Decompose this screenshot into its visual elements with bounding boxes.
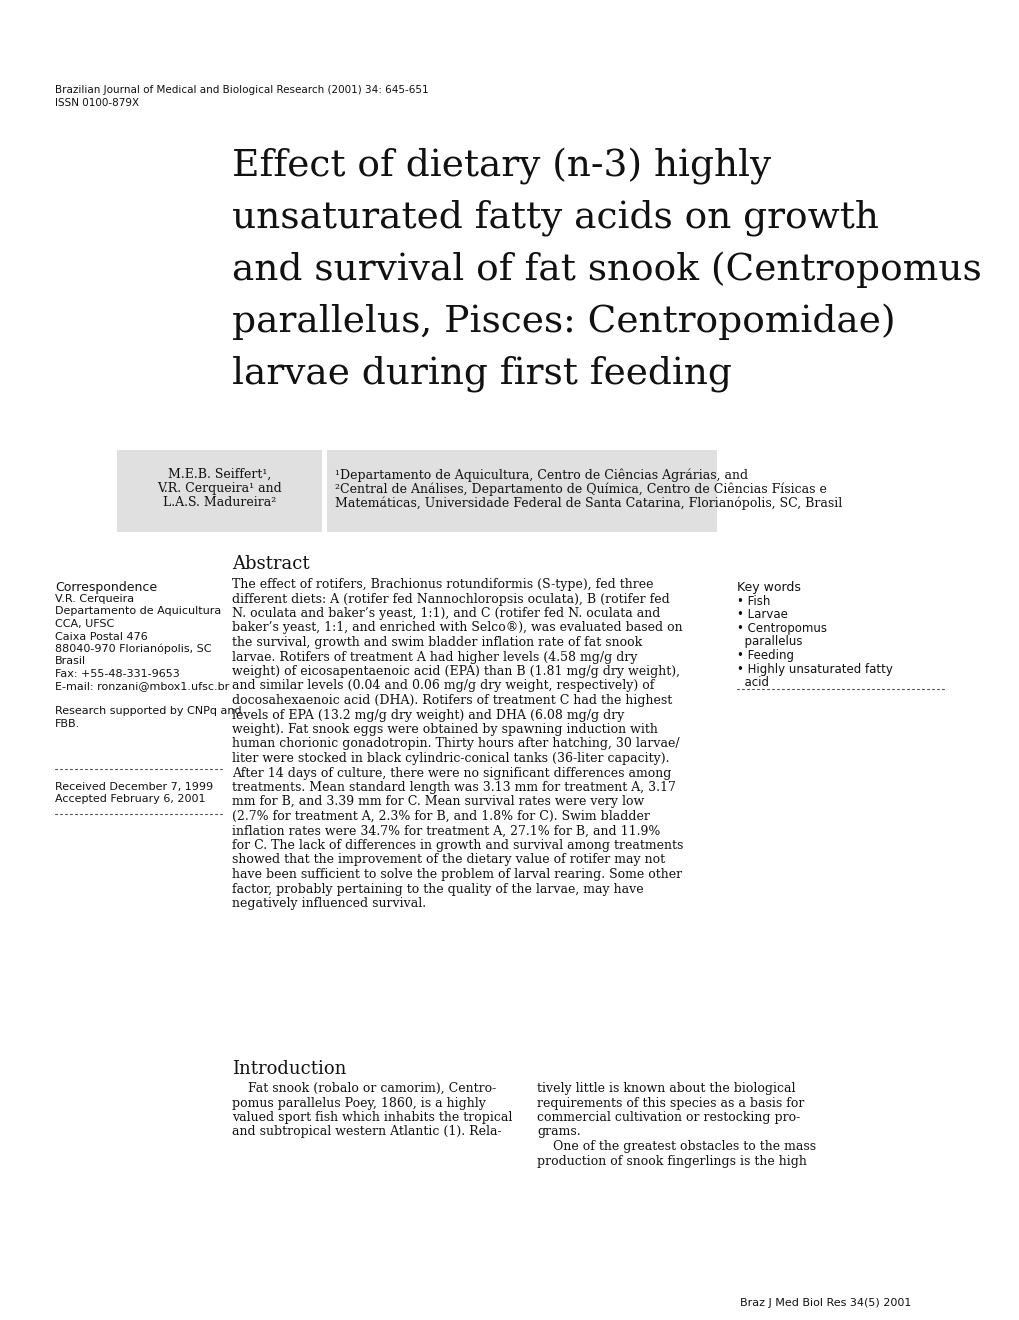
Text: 88040-970 Florianópolis, SC: 88040-970 Florianópolis, SC <box>55 644 211 655</box>
Bar <box>117 450 322 532</box>
Text: ¹Departamento de Aquicultura, Centro de Ciências Agrárias, and: ¹Departamento de Aquicultura, Centro de … <box>334 469 747 482</box>
Text: unsaturated fatty acids on growth: unsaturated fatty acids on growth <box>231 201 878 236</box>
Text: and subtropical western Atlantic (1). Rela-: and subtropical western Atlantic (1). Re… <box>231 1126 501 1138</box>
Text: requirements of this species as a basis for: requirements of this species as a basis … <box>536 1097 804 1110</box>
Text: pomus parallelus Poey, 1860, is a highly: pomus parallelus Poey, 1860, is a highly <box>231 1097 485 1110</box>
Text: Effect of dietary (n-3) highly: Effect of dietary (n-3) highly <box>231 148 770 185</box>
Text: inflation rates were 34.7% for treatment A, 27.1% for B, and 11.9%: inflation rates were 34.7% for treatment… <box>231 825 659 837</box>
Text: Abstract: Abstract <box>231 554 310 573</box>
Text: Correspondence: Correspondence <box>55 581 157 594</box>
Text: for C. The lack of differences in growth and survival among treatments: for C. The lack of differences in growth… <box>231 840 683 851</box>
Text: and survival of fat snook (Centropomus: and survival of fat snook (Centropomus <box>231 252 981 289</box>
Text: CCA, UFSC: CCA, UFSC <box>55 619 114 630</box>
Text: parallelus: parallelus <box>737 635 802 648</box>
Text: parallelus, Pisces: Centropomidae): parallelus, Pisces: Centropomidae) <box>231 304 895 341</box>
Text: Key words: Key words <box>737 581 800 594</box>
Text: acid: acid <box>737 676 768 689</box>
Text: E-mail: ronzani@mbox1.ufsc.br: E-mail: ronzani@mbox1.ufsc.br <box>55 681 229 692</box>
Text: levels of EPA (13.2 mg/g dry weight) and DHA (6.08 mg/g dry: levels of EPA (13.2 mg/g dry weight) and… <box>231 709 624 722</box>
Text: Departamento de Aquicultura: Departamento de Aquicultura <box>55 606 221 616</box>
Text: • Larvae: • Larvae <box>737 609 787 622</box>
Text: grams.: grams. <box>536 1126 580 1138</box>
Text: larvae. Rotifers of treatment A had higher levels (4.58 mg/g dry: larvae. Rotifers of treatment A had high… <box>231 651 637 664</box>
Text: • Fish: • Fish <box>737 595 769 609</box>
Text: Fax: +55-48-331-9653: Fax: +55-48-331-9653 <box>55 669 179 678</box>
Text: commercial cultivation or restocking pro-: commercial cultivation or restocking pro… <box>536 1111 800 1125</box>
Text: V.R. Cerqueira¹ and: V.R. Cerqueira¹ and <box>157 482 281 495</box>
Text: After 14 days of culture, there were no significant differences among: After 14 days of culture, there were no … <box>231 767 671 780</box>
Text: have been sufficient to solve the problem of larval rearing. Some other: have been sufficient to solve the proble… <box>231 869 682 880</box>
Text: production of snook fingerlings is the high: production of snook fingerlings is the h… <box>536 1155 806 1167</box>
Text: and similar levels (0.04 and 0.06 mg/g dry weight, respectively) of: and similar levels (0.04 and 0.06 mg/g d… <box>231 680 654 693</box>
Text: N. oculata and baker’s yeast, 1:1), and C (rotifer fed N. oculata and: N. oculata and baker’s yeast, 1:1), and … <box>231 607 659 620</box>
Text: M.E.B. Seiffert¹,: M.E.B. Seiffert¹, <box>168 469 271 480</box>
Text: docosahexaenoic acid (DHA). Rotifers of treatment C had the highest: docosahexaenoic acid (DHA). Rotifers of … <box>231 694 672 708</box>
Text: showed that the improvement of the dietary value of rotifer may not: showed that the improvement of the dieta… <box>231 854 664 866</box>
Text: the survival, growth and swim bladder inflation rate of fat snook: the survival, growth and swim bladder in… <box>231 636 642 649</box>
Text: different diets: A (rotifer fed Nannochloropsis oculata), B (rotifer fed: different diets: A (rotifer fed Nannochl… <box>231 593 669 606</box>
Text: treatments. Mean standard length was 3.13 mm for treatment A, 3.17: treatments. Mean standard length was 3.1… <box>231 781 676 795</box>
Text: Introduction: Introduction <box>231 1060 346 1078</box>
Text: • Centropomus: • Centropomus <box>737 622 826 635</box>
Bar <box>327 450 716 532</box>
Text: Brazilian Journal of Medical and Biological Research (2001) 34: 645-651: Brazilian Journal of Medical and Biologi… <box>55 84 428 95</box>
Text: baker’s yeast, 1:1, and enriched with Selco®), was evaluated based on: baker’s yeast, 1:1, and enriched with Se… <box>231 622 682 635</box>
Text: Brasil: Brasil <box>55 656 86 667</box>
Text: L.A.S. Madureira²: L.A.S. Madureira² <box>163 496 276 510</box>
Text: weight) of eicosapentaenoic acid (EPA) than B (1.81 mg/g dry weight),: weight) of eicosapentaenoic acid (EPA) t… <box>231 665 680 678</box>
Text: Research supported by CNPq and: Research supported by CNPq and <box>55 706 242 717</box>
Text: human chorionic gonadotropin. Thirty hours after hatching, 30 larvae/: human chorionic gonadotropin. Thirty hou… <box>231 738 679 751</box>
Text: FBB.: FBB. <box>55 719 81 729</box>
Text: mm for B, and 3.39 mm for C. Mean survival rates were very low: mm for B, and 3.39 mm for C. Mean surviv… <box>231 796 644 808</box>
Text: (2.7% for treatment A, 2.3% for B, and 1.8% for C). Swim bladder: (2.7% for treatment A, 2.3% for B, and 1… <box>231 810 649 822</box>
Text: ²Central de Análises, Departamento de Química, Centro de Ciências Físicas e: ²Central de Análises, Departamento de Qu… <box>334 482 826 495</box>
Text: Caixa Postal 476: Caixa Postal 476 <box>55 631 148 642</box>
Text: V.R. Cerqueira: V.R. Cerqueira <box>55 594 133 605</box>
Text: The effect of rotifers, Brachionus rotundiformis (S-type), fed three: The effect of rotifers, Brachionus rotun… <box>231 578 653 591</box>
Text: • Highly unsaturated fatty: • Highly unsaturated fatty <box>737 663 892 676</box>
Text: tively little is known about the biological: tively little is known about the biologi… <box>536 1082 795 1096</box>
Text: negatively influenced survival.: negatively influenced survival. <box>231 898 426 909</box>
Text: Received December 7, 1999: Received December 7, 1999 <box>55 781 213 792</box>
Text: Matemáticas, Universidade Federal de Santa Catarina, Florianópolis, SC, Brasil: Matemáticas, Universidade Federal de San… <box>334 496 842 510</box>
Text: factor, probably pertaining to the quality of the larvae, may have: factor, probably pertaining to the quali… <box>231 883 643 895</box>
Text: valued sport fish which inhabits the tropical: valued sport fish which inhabits the tro… <box>231 1111 512 1125</box>
Text: • Feeding: • Feeding <box>737 649 793 663</box>
Text: larvae during first feeding: larvae during first feeding <box>231 356 732 392</box>
Text: One of the greatest obstacles to the mass: One of the greatest obstacles to the mas… <box>536 1140 815 1152</box>
Text: Accepted February 6, 2001: Accepted February 6, 2001 <box>55 795 205 804</box>
Text: Braz J Med Biol Res 34(5) 2001: Braz J Med Biol Res 34(5) 2001 <box>739 1298 911 1308</box>
Text: liter were stocked in black cylindric-conical tanks (36-liter capacity).: liter were stocked in black cylindric-co… <box>231 752 668 766</box>
Text: Fat snook (robalo or camorim), Centro-: Fat snook (robalo or camorim), Centro- <box>231 1082 496 1096</box>
Text: ISSN 0100-879X: ISSN 0100-879X <box>55 98 139 108</box>
Text: weight). Fat snook eggs were obtained by spawning induction with: weight). Fat snook eggs were obtained by… <box>231 723 657 737</box>
